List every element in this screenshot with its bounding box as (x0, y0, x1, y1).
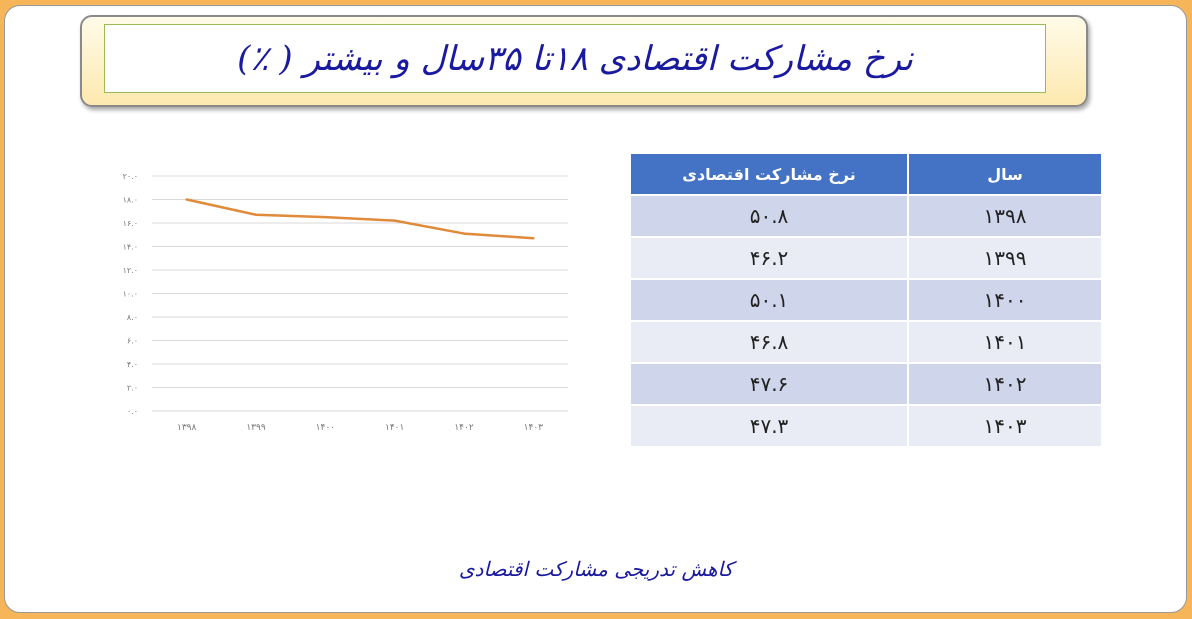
table-row: ۱۴۰۱ ۴۶.۸ (629, 320, 1101, 362)
y-tick-label: ۰.۰ (127, 407, 138, 416)
footnote: کاهش تدریجی مشارکت اقتصادی (458, 557, 734, 581)
y-tick-label: ۲.۰ (127, 384, 138, 393)
table-row: ۱۴۰۲ ۴۷.۶ (629, 362, 1101, 404)
y-tick-label: ۱۶.۰ (123, 219, 138, 228)
x-tick-label: ۱۴۰۲ (454, 423, 474, 433)
line-chart: ۰.۰ ۲.۰ ۴.۰ ۶.۰ ۸.۰ ۱۰.۰ ۱۲.۰ ۱۴.۰ ۱۶.۰ ۱۸.۰ ۲۰.۰ ۱… (123, 172, 568, 433)
header-year: سال (907, 154, 1101, 194)
data-point (462, 232, 466, 235)
table-header-row: سال نرخ مشارکت اقتصادی (629, 154, 1101, 194)
y-tick-label: ۱۸.۰ (123, 196, 138, 205)
x-tick-label: ۱۴۰۰ (316, 423, 335, 433)
header-rate: نرخ مشارکت اقتصادی (629, 154, 907, 194)
data-point (185, 198, 188, 201)
y-tick-label: ۱۴.۰ (123, 243, 138, 252)
table-row: ۱۴۰۳ ۴۷.۳ (629, 404, 1101, 446)
cell-rate: ۴۷.۳ (629, 404, 907, 446)
cell-year: ۱۳۹۸ (907, 194, 1101, 236)
x-tick-label: ۱۴۰۳ (524, 423, 544, 433)
y-tick-label: ۶.۰ (127, 337, 138, 346)
y-tick-label: ۱۲.۰ (123, 266, 138, 275)
data-point (254, 213, 258, 216)
data-point (532, 237, 535, 240)
cell-year: ۱۴۰۲ (907, 362, 1101, 404)
table-row: ۱۳۹۸ ۵۰.۸ (629, 194, 1101, 236)
cell-rate: ۴۶.۸ (629, 320, 907, 362)
cell-year: ۱۴۰۰ (907, 278, 1101, 320)
series-line (186, 198, 534, 240)
y-tick-label: ۸.۰ (127, 313, 138, 322)
page-title: نرخ مشارکت اقتصادی ۱۸تا ۳۵سال و بیشتر ( … (237, 38, 913, 79)
table-row: ۱۳۹۹ ۴۶.۲ (629, 236, 1101, 278)
y-tick-label: ۲۰.۰ (123, 172, 138, 181)
cell-rate: ۵۰.۸ (629, 194, 907, 236)
title-box: نرخ مشارکت اقتصادی ۱۸تا ۳۵سال و بیشتر ( … (104, 24, 1046, 93)
cell-rate: ۴۷.۶ (629, 362, 907, 404)
y-tick-label: ۴.۰ (127, 360, 138, 369)
cell-rate: ۵۰.۱ (629, 278, 907, 320)
x-tick-label: ۱۳۹۸ (177, 423, 197, 433)
cell-year: ۱۴۰۳ (907, 404, 1101, 446)
cell-year: ۱۴۰۱ (907, 320, 1101, 362)
cell-rate: ۴۶.۲ (629, 236, 907, 278)
cell-year: ۱۳۹۹ (907, 236, 1101, 278)
data-point (393, 219, 396, 222)
title-banner: نرخ مشارکت اقتصادی ۱۸تا ۳۵سال و بیشتر ( … (80, 15, 1088, 107)
x-tick-label: ۱۴۰۱ (385, 423, 404, 433)
x-tick-label: ۱۳۹۹ (246, 423, 266, 433)
table-row: ۱۴۰۰ ۵۰.۱ (629, 278, 1101, 320)
data-point (324, 215, 327, 219)
y-tick-label: ۱۰.۰ (123, 290, 138, 299)
data-table: سال نرخ مشارکت اقتصادی ۱۳۹۸ ۵۰.۸ ۱۳۹۹ ۴۶.۲ ۱… (629, 154, 1101, 446)
